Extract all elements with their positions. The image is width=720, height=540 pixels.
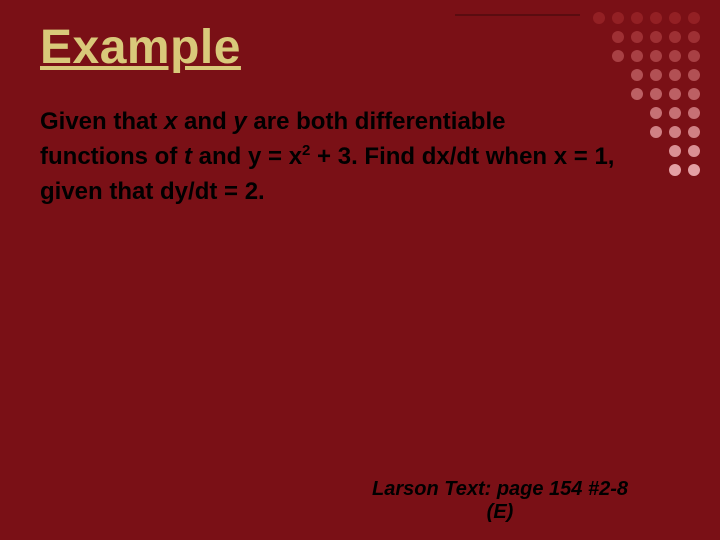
dot-icon bbox=[669, 164, 681, 176]
dot-icon bbox=[669, 88, 681, 100]
slide: Example Given that x and y are both diff… bbox=[0, 0, 720, 540]
dot-icon bbox=[669, 50, 681, 62]
dot-icon bbox=[688, 164, 700, 176]
dot-icon bbox=[593, 145, 605, 157]
dot-icon bbox=[593, 12, 605, 24]
dot-icon bbox=[650, 126, 662, 138]
slide-body: Given that x and y are both differentiab… bbox=[40, 105, 620, 209]
dot-icon bbox=[650, 88, 662, 100]
body-seg-7: and y = x bbox=[192, 143, 302, 170]
dot-icon bbox=[631, 88, 643, 100]
body-seg-3: and bbox=[177, 108, 233, 135]
dot-icon bbox=[650, 164, 662, 176]
dot-icon bbox=[650, 107, 662, 119]
dot-icon bbox=[650, 31, 662, 43]
dot-icon bbox=[688, 88, 700, 100]
dot-icon bbox=[612, 50, 624, 62]
dot-icon bbox=[612, 145, 624, 157]
dot-icon bbox=[612, 88, 624, 100]
dot-icon bbox=[669, 12, 681, 24]
dot-icon bbox=[631, 69, 643, 81]
dot-icon bbox=[631, 164, 643, 176]
dot-icon bbox=[650, 69, 662, 81]
dot-icon bbox=[631, 107, 643, 119]
body-seg-4-italic: y bbox=[233, 108, 246, 135]
dot-icon bbox=[612, 164, 624, 176]
dot-icon bbox=[669, 145, 681, 157]
dot-icon bbox=[593, 164, 605, 176]
body-seg-1: Given that bbox=[40, 108, 164, 135]
dot-icon bbox=[688, 12, 700, 24]
dot-icon bbox=[593, 107, 605, 119]
dot-icon bbox=[612, 69, 624, 81]
dot-icon bbox=[669, 31, 681, 43]
dot-icon bbox=[631, 31, 643, 43]
dot-icon bbox=[631, 126, 643, 138]
dot-icon bbox=[593, 31, 605, 43]
dot-icon bbox=[631, 50, 643, 62]
body-seg-6-italic: t bbox=[184, 143, 192, 170]
slide-footer: Larson Text: page 154 #2-8 (E) bbox=[0, 478, 720, 524]
footer-line-1: Larson Text: page 154 #2-8 bbox=[372, 478, 628, 500]
dot-icon bbox=[612, 107, 624, 119]
dot-icon bbox=[688, 145, 700, 157]
dot-icon bbox=[650, 145, 662, 157]
dot-icon bbox=[688, 31, 700, 43]
decorative-line bbox=[455, 14, 580, 16]
dot-icon bbox=[593, 126, 605, 138]
dot-icon bbox=[669, 126, 681, 138]
dot-icon bbox=[631, 12, 643, 24]
dot-icon bbox=[688, 69, 700, 81]
body-seg-2-italic: x bbox=[164, 108, 177, 135]
dot-icon bbox=[688, 50, 700, 62]
dot-icon bbox=[688, 107, 700, 119]
dot-icon bbox=[593, 50, 605, 62]
dot-icon bbox=[593, 69, 605, 81]
dot-icon bbox=[593, 88, 605, 100]
dot-icon bbox=[612, 31, 624, 43]
dot-icon bbox=[688, 126, 700, 138]
dot-icon bbox=[650, 50, 662, 62]
slide-title: Example bbox=[40, 20, 680, 75]
footer-line-2: (E) bbox=[280, 501, 720, 524]
dot-icon bbox=[650, 12, 662, 24]
dot-icon bbox=[612, 12, 624, 24]
dot-icon bbox=[669, 107, 681, 119]
dot-icon bbox=[669, 69, 681, 81]
dot-icon bbox=[631, 145, 643, 157]
decorative-dots bbox=[593, 12, 702, 178]
dot-icon bbox=[612, 126, 624, 138]
